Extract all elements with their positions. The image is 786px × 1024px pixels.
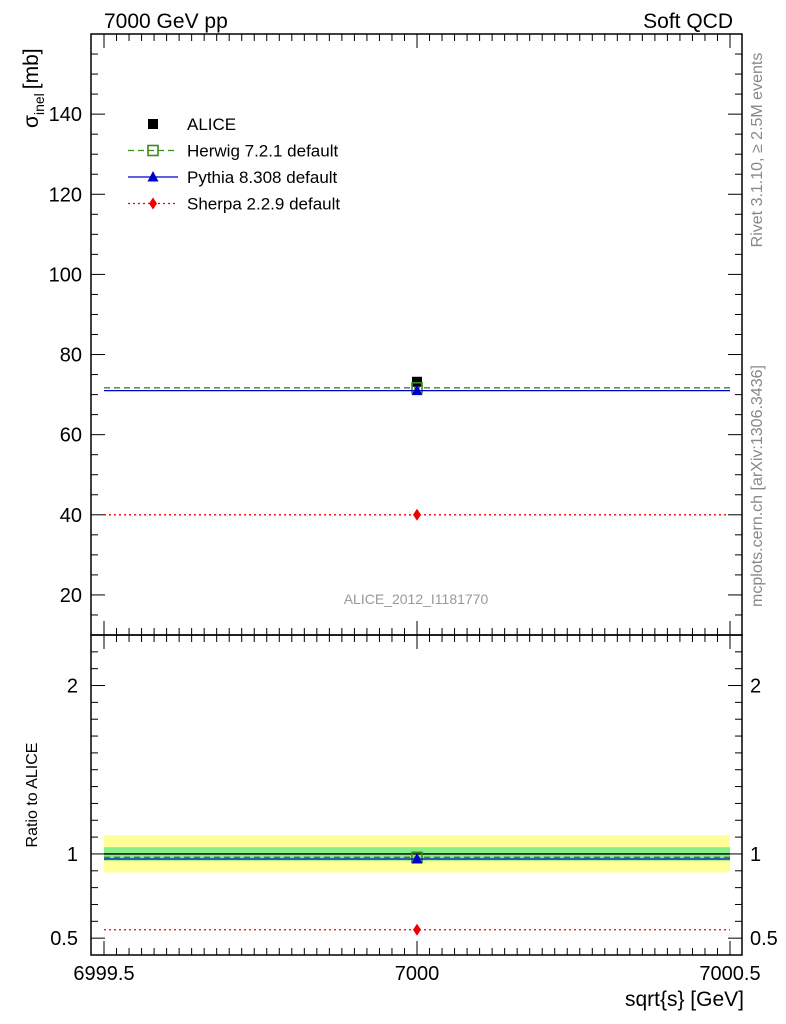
main-ytick-label: 60: [60, 425, 82, 447]
legend-marker-herwig: [147, 144, 159, 157]
legend-label-sherpa: Sherpa 2.2.9 default: [187, 195, 340, 214]
legend: ALICE Herwig 7.2.1 default Pythia 8.308 de…: [128, 115, 340, 214]
legend-marker-pythia: [147, 171, 159, 182]
legend-marker-sherpa: [149, 197, 157, 210]
data-point-sherpa: [413, 508, 421, 521]
ratio-point-sherpa: [413, 923, 421, 936]
ratio-ytick-label-right: 2: [750, 676, 761, 698]
main-ytick-label: 80: [60, 345, 82, 367]
ratio-ytick-label-right: 0.5: [750, 928, 778, 950]
main-ytick-label: 40: [60, 505, 82, 527]
legend-marker-alice: [148, 119, 158, 129]
legend-label-alice: ALICE: [187, 115, 236, 134]
main-ylabel-symbol: σ: [20, 115, 43, 128]
legend-label-pythia: Pythia 8.308 default: [187, 168, 338, 187]
main-ytick-label: 120: [49, 184, 82, 206]
ratio-series-layer: [104, 851, 730, 936]
main-ylabel-sub: inel: [31, 93, 47, 115]
data-point-pythia: [411, 384, 423, 396]
legend-label-herwig: Herwig 7.2.1 default: [187, 142, 338, 161]
header-right: Soft QCD: [643, 10, 733, 33]
header-left: 7000 GeV pp: [104, 10, 228, 33]
ratio-ylabel: Ratio to ALICE: [24, 743, 41, 848]
x-axis-label: sqrt{s} [GeV]: [625, 988, 744, 1011]
x-tick-label: 7000: [395, 963, 440, 985]
main-ytick-label: 20: [60, 585, 82, 607]
ratio-ytick-label-left: 0.5: [50, 928, 78, 950]
ratio-ytick-label-right: 1: [750, 844, 761, 866]
svg-text:σinel[mb]: σinel [mb]: [20, 48, 47, 128]
main-ytick-label: 140: [49, 104, 82, 126]
data-point-alice: [412, 376, 422, 387]
rivet-text: Rivet 3.1.10, ≥ 2.5M events: [749, 53, 766, 248]
main-ylabel-unit: [mb]: [20, 48, 43, 89]
ratio-axis-ticks: 0.5 0.5 1 1 2 2 6999.5 7000 7000.5: [50, 635, 778, 985]
x-tick-label: 6999.5: [73, 963, 134, 985]
main-series-layer: [104, 376, 730, 521]
main-axis-ticks: 20 40 60 80 100 120 140: [49, 33, 742, 636]
main-ytick-label: 100: [49, 264, 82, 286]
source-text: mcplots.cern.ch [arXiv:1306.3436]: [749, 365, 766, 607]
ratio-ytick-label-left: 2: [67, 676, 78, 698]
main-ylabel: σinel [mb]: [20, 48, 47, 128]
ratio-panel-frame: [90, 634, 743, 956]
ratio-ytick-label-left: 1: [67, 844, 78, 866]
ratio-point-pythia: [411, 853, 423, 864]
watermark: ALICE_2012_I1181770: [344, 591, 489, 607]
x-tick-label: 7000.5: [699, 963, 760, 985]
